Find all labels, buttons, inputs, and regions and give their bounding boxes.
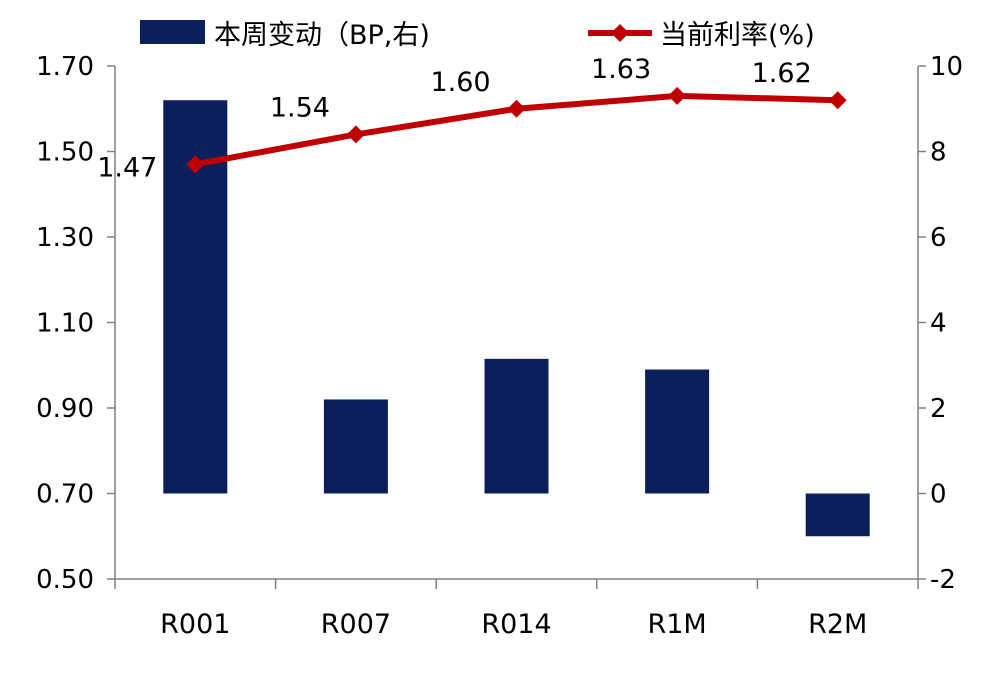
left-axis: 0.50 0.70 0.90 1.10 1.30 1.50 1.70 <box>36 52 94 595</box>
data-labels: 1.47 1.54 1.60 1.63 1.62 <box>97 54 812 183</box>
left-tick-label: 0.70 <box>36 480 94 510</box>
right-tick-label: 4 <box>930 309 947 339</box>
rate-marker <box>186 155 205 174</box>
bar <box>805 493 870 537</box>
left-tick-label: 1.30 <box>36 223 94 253</box>
bar <box>323 399 388 494</box>
left-tick-label: 0.90 <box>36 394 94 424</box>
x-axis: R001 R007 R014 R1M R2M <box>160 609 867 640</box>
data-label: 1.47 <box>97 152 157 183</box>
line-series <box>186 86 847 174</box>
legend-label-bar: 本周变动（BP,右) <box>214 20 430 51</box>
bar <box>645 369 710 494</box>
category-label: R001 <box>160 609 230 640</box>
legend: 本周变动（BP,右) 当前利率(%) <box>140 20 815 51</box>
rate-marker <box>668 86 687 105</box>
right-tick-label: 8 <box>930 138 947 168</box>
right-tick-label: 6 <box>930 223 947 253</box>
category-label: R014 <box>481 609 551 640</box>
right-axis: -2 0 2 4 6 8 10 <box>930 52 963 595</box>
legend-label-line: 当前利率(%) <box>660 20 815 51</box>
data-label: 1.62 <box>752 58 812 89</box>
right-tick-label: 0 <box>930 480 947 510</box>
left-tick-label: 1.70 <box>36 52 94 82</box>
legend-swatch-marker <box>611 24 629 42</box>
left-tick-label: 1.50 <box>36 138 94 168</box>
data-label: 1.60 <box>430 67 490 98</box>
data-label: 1.63 <box>591 54 651 85</box>
right-tick-label: -2 <box>930 565 956 595</box>
right-tick-label: 10 <box>930 52 963 82</box>
axes <box>107 65 926 589</box>
rate-marker <box>828 91 847 110</box>
rate-marker <box>346 125 365 144</box>
left-tick-label: 1.10 <box>36 309 94 339</box>
right-tick-label: 2 <box>930 394 947 424</box>
category-label: R1M <box>647 609 706 640</box>
legend-swatch-bar <box>140 20 205 44</box>
category-label: R2M <box>808 609 867 640</box>
category-label: R007 <box>321 609 391 640</box>
bar <box>484 358 549 494</box>
rate-marker <box>507 99 526 118</box>
data-label: 1.54 <box>270 92 330 123</box>
left-tick-label: 0.50 <box>36 565 94 595</box>
bar-series <box>163 100 870 537</box>
